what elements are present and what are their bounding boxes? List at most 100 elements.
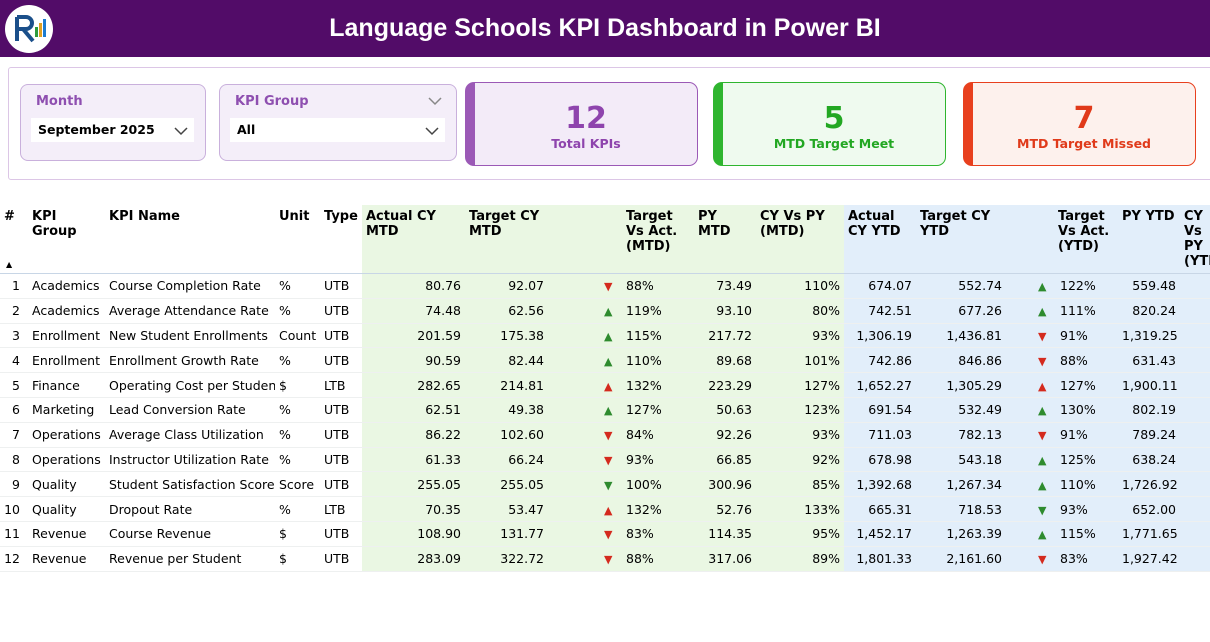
table-cell: [1180, 273, 1210, 299]
table-cell: 123%: [756, 397, 844, 423]
cell-text: Dropout Rate: [109, 501, 193, 517]
chevron: [174, 127, 188, 136]
cell-text: 49.38: [508, 402, 544, 418]
table-cell: 110%: [756, 273, 844, 299]
cell-text: 92.07: [508, 278, 544, 294]
table-cell: [1180, 422, 1210, 448]
table-row: 11 Revenue Course Revenue $ UTB 108.90 131.77 ▼…: [0, 521, 1210, 547]
cell-text: 789.24: [1132, 427, 1176, 443]
cell-text: Academics: [32, 303, 100, 319]
cell-text: Revenue: [32, 551, 87, 567]
status-arrow: ▲: [1038, 528, 1047, 542]
cell-text: Lead Conversion Rate: [109, 402, 246, 418]
cell-text: 127%: [1060, 377, 1096, 393]
cell-text: UTB: [324, 551, 350, 567]
cell-text: 133%: [804, 501, 840, 517]
table-cell: [1180, 347, 1210, 374]
cell-text: 559.48: [1132, 278, 1176, 294]
kpi-group-slicer[interactable]: KPI Group All: [219, 84, 457, 161]
slicer-dropdown[interactable]: September 2025: [31, 118, 194, 142]
month-slicer[interactable]: Month September 2025: [20, 84, 206, 161]
cell-text: 50.63: [716, 402, 752, 418]
table-cell: Revenue: [28, 521, 105, 547]
table-cell: ▼ 91%: [1006, 323, 1118, 349]
cell-text: %: [279, 278, 291, 294]
table-cell: 4: [0, 347, 28, 374]
column-header: CY Vs PY (YTD): [1180, 205, 1210, 274]
cell-text: 1,392.68: [856, 476, 912, 492]
table-cell: 543.18: [916, 447, 1006, 473]
cell-text: 90.59: [425, 352, 461, 368]
table-cell: ▲ 110%: [1006, 471, 1118, 498]
table-cell: UTB: [320, 298, 362, 324]
table-cell: 92%: [756, 447, 844, 473]
table-cell: ▲ 125%: [1006, 447, 1118, 473]
table-cell: 82.44: [465, 347, 548, 374]
cell-text: 201.59: [417, 327, 461, 343]
cell-text: 92%: [812, 451, 840, 467]
cell-text: 119%: [626, 303, 662, 319]
status-arrow: ▼: [1038, 429, 1047, 443]
cell-text: 91%: [1060, 327, 1088, 343]
cell-text: Operations: [32, 451, 101, 467]
table-cell: Score: [275, 471, 320, 498]
cell-text: 111%: [1060, 303, 1096, 319]
table-cell: ▲ 122%: [1006, 273, 1118, 299]
table-row: 12 Revenue Revenue per Student $ UTB 283.09 32…: [0, 546, 1210, 572]
table-cell: 89%: [756, 546, 844, 572]
cell-text: 102.60: [500, 427, 544, 443]
table-cell: %: [275, 273, 320, 299]
cell-text: Enrollment: [32, 327, 100, 343]
table-cell: Quality: [28, 496, 105, 522]
cell-text: 122%: [1060, 278, 1096, 294]
status-arrow: ▲: [1038, 379, 1047, 393]
cell-text: 820.24: [1132, 303, 1176, 319]
slicer-dropdown[interactable]: All: [230, 118, 445, 142]
table-cell: [1180, 447, 1210, 473]
table-cell: %: [275, 397, 320, 423]
cell-text: Operations: [32, 427, 101, 443]
cell-text: Revenue: [32, 526, 87, 542]
cell-text: Revenue per Student: [109, 551, 242, 567]
table-row: 6 Marketing Lead Conversion Rate% UTB 62.51 4…: [0, 397, 1210, 423]
table-cell: 532.49: [916, 397, 1006, 423]
table-cell: 1,319.25: [1118, 323, 1180, 349]
cell-text: 108.90: [417, 526, 461, 542]
table-cell: UTB: [320, 521, 362, 547]
table-cell: [1180, 471, 1210, 498]
table-cell: 62.56: [465, 298, 548, 324]
table-cell: $: [275, 521, 320, 547]
table-cell: ▲ 119%: [548, 298, 694, 324]
column-header: CY Vs PY (MTD): [756, 205, 844, 274]
table-cell: Course Completion Rate: [105, 273, 275, 299]
table-cell: Operations: [28, 422, 105, 448]
column-header: Unit: [275, 205, 320, 274]
table-cell: 317.06: [694, 546, 756, 572]
table-cell: %: [275, 347, 320, 374]
cell-text: 131.77: [500, 526, 544, 542]
table-cell: 552.74: [916, 273, 1006, 299]
table-cell: 217.72: [694, 323, 756, 349]
table-cell: [1180, 521, 1210, 547]
table-row: 1 Academics Course Completion Rate% UTB 80.7…: [0, 273, 1210, 299]
table-cell: 92.07: [465, 273, 548, 299]
cell-text: 93%: [812, 427, 840, 443]
cell-text: 552.74: [958, 278, 1002, 294]
cell-text: 2: [12, 303, 20, 319]
cell-text: 3: [12, 327, 20, 343]
cell-text: UTB: [324, 476, 350, 492]
status-arrow: ▲: [604, 404, 613, 418]
cell-text: 52.76: [716, 501, 752, 517]
table-cell: 223.29: [694, 372, 756, 398]
cell-text: %: [279, 451, 291, 467]
cell-text: Course Completion Rate: [109, 278, 261, 294]
cell-text: Course Revenue: [109, 526, 212, 542]
table-cell: 1,801.33: [844, 546, 916, 572]
cell-text: 1,801.33: [856, 551, 912, 567]
table-cell: ▼ 83%: [1006, 546, 1118, 572]
status-arrow: ▼: [604, 280, 613, 294]
column-header: Actual CY YTD: [844, 205, 916, 274]
cell-text: 115%: [626, 327, 662, 343]
column-header: Actual CY MTD: [362, 205, 465, 274]
